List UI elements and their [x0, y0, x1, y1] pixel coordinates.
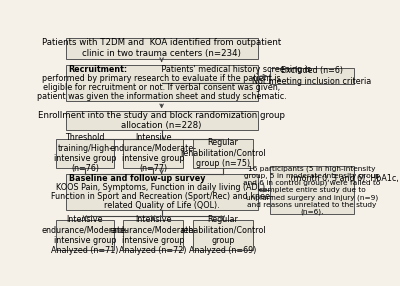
Text: Enrollment into the study and block randomization group
allocation (n=228): Enrollment into the study and block rand… [38, 111, 285, 130]
Text: (month 0, 3 and 6): HbA1c,: (month 0, 3 and 6): HbA1c, [288, 174, 398, 183]
FancyBboxPatch shape [193, 221, 253, 250]
Text: Baseline and follow-up survey: Baseline and follow-up survey [69, 174, 205, 183]
FancyBboxPatch shape [66, 38, 258, 59]
Text: performed by primary research to evaluate if the patient is: performed by primary research to evaluat… [42, 74, 281, 83]
FancyBboxPatch shape [66, 112, 258, 130]
Text: Recruitment:: Recruitment: [69, 65, 128, 74]
Text: Patients' medical history screening is: Patients' medical history screening is [159, 65, 311, 74]
FancyBboxPatch shape [56, 139, 114, 168]
FancyBboxPatch shape [270, 166, 354, 214]
Text: Intensive
endurance/Moderate-
intensive group
Analyzed (n=72): Intensive endurance/Moderate- intensive … [110, 215, 197, 255]
Text: Intensive
endurance/Moderate-
intensive group
(n=77): Intensive endurance/Moderate- intensive … [110, 133, 197, 173]
FancyBboxPatch shape [193, 139, 253, 168]
FancyBboxPatch shape [66, 65, 258, 102]
Text: Excluded (n=6)
Not meeting inclusion criteria: Excluded (n=6) Not meeting inclusion cri… [252, 66, 372, 86]
Text: Intensive
endurance/Moderate-
intensive group
Analyzed (n=71): Intensive endurance/Moderate- intensive … [41, 215, 128, 255]
Text: Threshold
training/High-
intensive group
(n=76): Threshold training/High- intensive group… [54, 133, 116, 173]
Text: related Quality of Life (QOL).: related Quality of Life (QOL). [104, 201, 220, 210]
Text: KOOS Pain, Symptoms, Function in daily living (ADL),: KOOS Pain, Symptoms, Function in daily l… [56, 183, 267, 192]
Text: patient was given the information sheet and study schematic.: patient was given the information sheet … [37, 92, 286, 102]
Text: Function in Sport and Recreation (Sport/Rec) and knee-: Function in Sport and Recreation (Sport/… [51, 192, 272, 201]
FancyBboxPatch shape [123, 221, 183, 250]
Text: Regular
rehabilitation/Control
group (n=75): Regular rehabilitation/Control group (n=… [180, 138, 266, 168]
Text: Patients with T2DM and  KOA identified from outpatient
clinic in two trauma cent: Patients with T2DM and KOA identified fr… [42, 38, 281, 58]
FancyBboxPatch shape [56, 221, 114, 250]
Text: Regular
rehabilitation/Control
group
Analyzed (n=69): Regular rehabilitation/Control group Ana… [180, 215, 266, 255]
Text: 16 participants (5 in high-intensity
group, 5 in moderate-intensity group
and 6 : 16 participants (5 in high-intensity gro… [243, 165, 381, 215]
FancyBboxPatch shape [66, 174, 258, 210]
FancyBboxPatch shape [270, 68, 354, 84]
Text: eligible for recruitment or not. If verbal consent was given,: eligible for recruitment or not. If verb… [43, 83, 280, 92]
FancyBboxPatch shape [123, 139, 183, 168]
